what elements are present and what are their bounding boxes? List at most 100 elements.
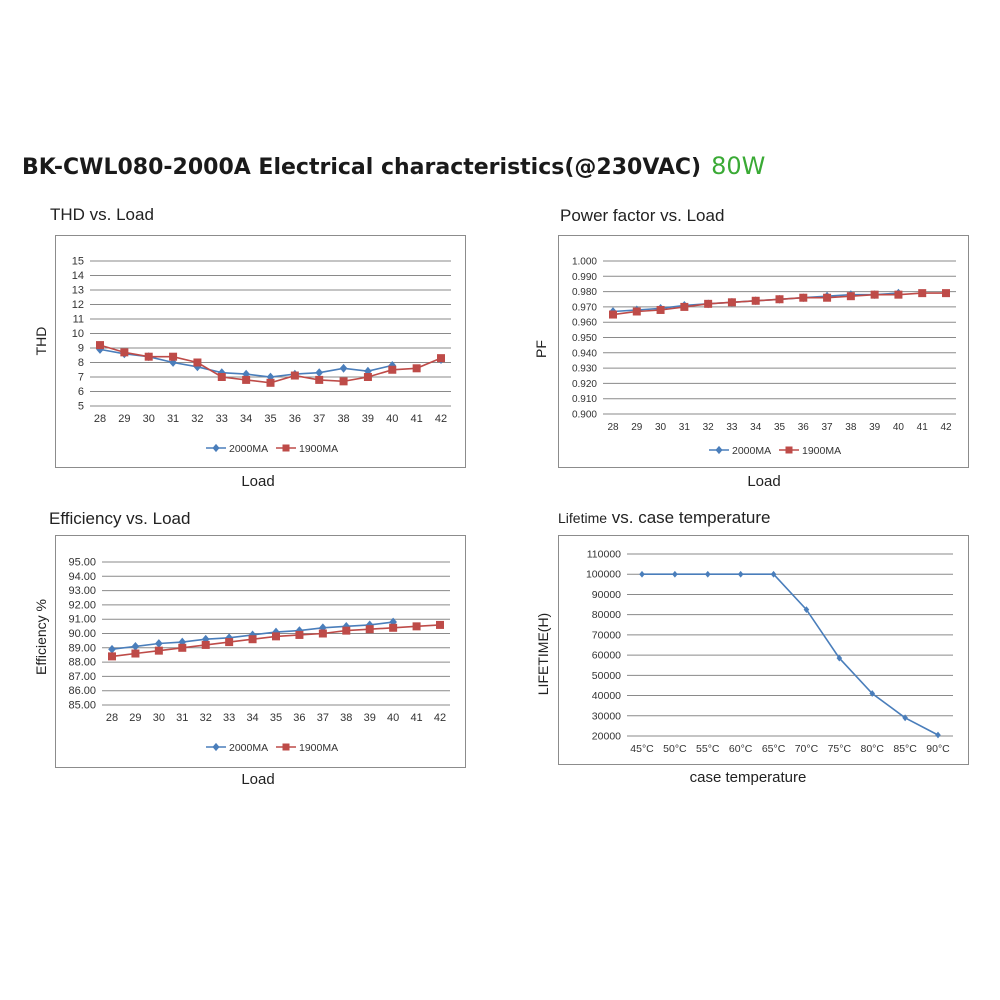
data-point <box>131 641 140 651</box>
x-tick-label: 31 <box>176 712 188 724</box>
pf-legend: 2000MA 1900MA <box>709 445 841 457</box>
x-tick-label: 42 <box>434 712 446 724</box>
x-tick-label: 37 <box>313 413 325 425</box>
legend-label: 1900MA <box>802 445 841 457</box>
data-point <box>108 644 116 654</box>
life-chart-title: Lifetime vs. case temperature <box>558 508 771 528</box>
x-tick-label: 30 <box>153 712 165 724</box>
data-point <box>389 623 398 632</box>
data-point <box>155 639 163 648</box>
pf-chart-title: Power factor vs. Load <box>560 206 725 225</box>
y-tick-label: 7 <box>78 372 84 384</box>
x-tick-label: 55°C <box>696 743 720 755</box>
y-tick-label: 9 <box>78 343 84 355</box>
x-tick-label: 31 <box>679 422 691 433</box>
data-point <box>737 570 744 578</box>
life-chart: 20000 30000 40000 50000 60000 70000 80000 90000… <box>558 535 969 765</box>
x-tick-label: 37 <box>822 422 834 433</box>
life-series-s0 <box>639 570 941 739</box>
data-point <box>412 364 421 373</box>
y-tick-label: 95.00 <box>68 557 96 569</box>
data-point <box>248 630 257 640</box>
eff-series-1900MA <box>108 620 444 661</box>
thd-chart-title: THD vs. Load <box>50 205 154 224</box>
x-tick-label: 35 <box>774 422 786 433</box>
pf-series-1900MA <box>609 289 950 319</box>
y-tick-label: 89.00 <box>68 642 96 654</box>
x-tick-label: 28 <box>94 413 106 425</box>
x-tick-label: 35 <box>264 413 276 425</box>
data-point <box>120 348 129 357</box>
life-gridlines <box>627 553 953 737</box>
data-point <box>823 293 832 302</box>
power-rating: 80W <box>711 152 766 180</box>
y-tick-label: 0.970 <box>572 302 597 313</box>
y-tick-label: 88.00 <box>68 657 96 669</box>
y-tick-label: 80000 <box>592 609 621 621</box>
data-point <box>272 632 280 641</box>
life-y-ticks: 20000 30000 40000 50000 60000 70000 80000 90000… <box>586 549 621 743</box>
legend-marker <box>282 743 290 751</box>
eff-x-ticks: 28 29 30 31 32 33 34 35 36 37 38 39 40 41 42 <box>106 712 446 724</box>
y-tick-label: 0.910 <box>572 394 597 405</box>
x-tick-label: 33 <box>726 422 738 433</box>
eff-legend: 2000MA 1900MA <box>206 742 338 754</box>
data-point <box>942 289 950 298</box>
data-point <box>846 292 855 301</box>
data-point <box>751 296 760 305</box>
y-tick-label: 60000 <box>592 650 621 662</box>
thd-y-ticks: 5 6 7 8 9 10 11 12 13 14 15 <box>72 256 84 413</box>
data-point <box>193 362 202 372</box>
x-tick-label: 32 <box>200 712 212 724</box>
y-tick-label: 11 <box>73 314 84 326</box>
y-tick-label: 0.950 <box>572 333 597 344</box>
data-point <box>266 378 275 387</box>
legend-label: 1900MA <box>299 443 338 455</box>
y-tick-label: 92.00 <box>68 599 96 611</box>
x-tick-label: 75°C <box>828 743 852 755</box>
data-point <box>656 305 665 314</box>
data-point <box>437 354 445 363</box>
life-y-axis-label: LIFETIME(H) <box>535 612 551 696</box>
eff-chart-title: Efficiency vs. Load <box>49 509 191 528</box>
legend-marker <box>212 443 220 453</box>
data-point <box>365 625 374 634</box>
data-point <box>775 295 784 304</box>
y-tick-label: 90000 <box>592 589 621 601</box>
data-point <box>295 630 304 639</box>
data-point <box>389 617 397 627</box>
x-tick-label: 35 <box>270 712 282 724</box>
y-tick-label: 86.00 <box>68 685 96 697</box>
x-tick-label: 31 <box>167 413 179 425</box>
data-point <box>803 606 810 614</box>
x-tick-label: 85°C <box>893 743 917 755</box>
x-tick-label: 42 <box>435 413 447 425</box>
x-tick-label: 30 <box>143 413 155 425</box>
life-x-axis-label: case temperature <box>689 769 807 786</box>
y-tick-label: 20000 <box>592 731 621 743</box>
thd-chart: 5 6 7 8 9 10 11 12 13 14 15 28 29 30 31 32 33 34 35 36 37 38 3… <box>55 235 466 468</box>
thd-series-2000MA <box>96 345 445 382</box>
x-tick-label: 50°C <box>663 743 687 755</box>
x-tick-label: 36 <box>798 422 810 433</box>
data-point <box>869 690 876 697</box>
data-point <box>672 570 678 578</box>
x-tick-label: 65°C <box>762 743 786 755</box>
eff-y-axis-label: Efficiency % <box>33 599 49 675</box>
data-point <box>609 310 617 319</box>
x-tick-label: 40 <box>893 422 905 433</box>
life-x-ticks: 45°C 50°C 55°C 60°C 65°C 70°C 75°C 80°C 85°C 90°C <box>630 743 950 755</box>
x-tick-label: 40 <box>387 712 399 724</box>
data-point <box>363 373 372 381</box>
data-point <box>918 289 927 298</box>
x-tick-label: 28 <box>607 422 619 433</box>
x-tick-label: 29 <box>118 413 130 425</box>
data-point <box>339 377 348 386</box>
x-tick-label: 32 <box>703 422 715 433</box>
data-point <box>217 373 226 381</box>
legend-marker <box>785 446 793 454</box>
x-tick-label: 33 <box>216 413 228 425</box>
data-point <box>169 352 178 361</box>
x-tick-label: 42 <box>940 422 952 433</box>
data-point <box>225 638 234 647</box>
